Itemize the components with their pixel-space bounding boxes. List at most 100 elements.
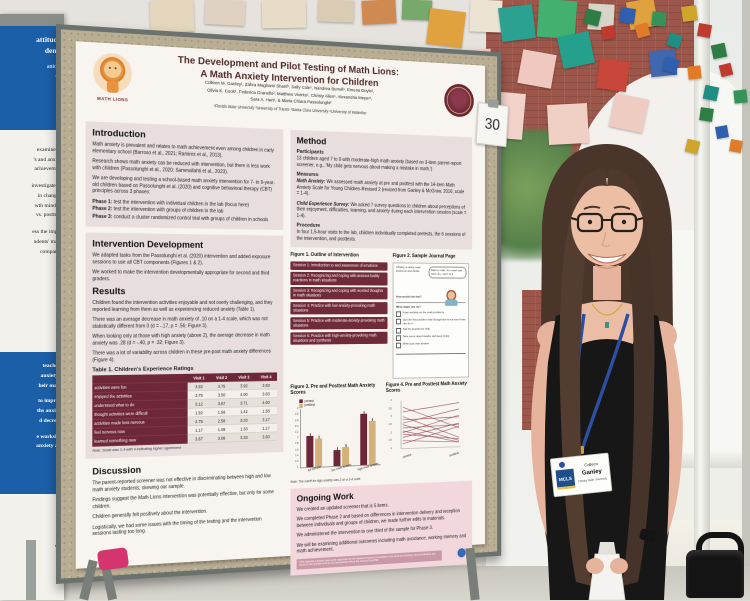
hand <box>610 558 628 574</box>
journal-option: Quit the first problem even though she i… <box>395 317 466 325</box>
column-header: Visit 1 <box>187 373 211 383</box>
fragment-text: wth mindset) <box>34 202 64 209</box>
discussion-section: Discussion The parent-reported screener … <box>86 458 284 544</box>
badge-logo-dot <box>558 461 565 468</box>
face <box>570 168 644 269</box>
paragraph: We worked to make the intervention devel… <box>92 269 270 282</box>
fragment-text: ths anxiety, <box>36 408 64 415</box>
mosaic-square <box>715 125 729 139</box>
necklace-pendant <box>605 322 609 328</box>
journal-option: Write your own answer: <box>395 341 466 349</box>
sticky-note <box>469 0 503 33</box>
introduction-section: Introduction Math anxiety is prevalent a… <box>85 121 284 231</box>
badge-last-name: Ganley <box>582 469 603 477</box>
poster-left-column: Introduction Math anxiety is prevalent a… <box>85 121 284 544</box>
checkbox-icon <box>395 342 402 349</box>
bottle-cap <box>598 542 616 554</box>
paragraph: When looking only at those with high anx… <box>92 332 270 347</box>
smile <box>587 253 627 264</box>
binder-clip-icon <box>487 98 499 109</box>
child-trajectory-line <box>403 432 459 440</box>
neighboring-poster-frame <box>0 14 64 26</box>
figure1: Figure 1. Outline of Intervention Sessio… <box>290 252 388 381</box>
fragment-text: vs. posttest). <box>35 212 64 219</box>
math-lions-logo: MATH LIONS <box>89 52 135 112</box>
legend-swatch <box>299 403 303 408</box>
row-label: learned something new <box>92 434 188 447</box>
checkbox-icon <box>395 335 402 341</box>
figure-caption: Figure 2. Sample Journal Page <box>392 253 456 260</box>
stand-pole <box>26 540 36 600</box>
figure4-svg <box>394 395 467 454</box>
experience-ratings-table: Visit 1 Visit 2 Visit 3 Visit 4 activiti… <box>92 372 278 447</box>
mosaic-square <box>681 5 698 22</box>
figures-row-1: Figure 1. Outline of Intervention Sessio… <box>290 252 472 381</box>
option-text: Write your own answer: <box>402 341 430 346</box>
figure4-yticks: 1 1.5 2 2.5 3 3.5 4 <box>386 397 393 455</box>
paragraph: There was an average decrease in math an… <box>92 316 268 330</box>
y-tick-label: 3 <box>297 407 299 411</box>
fragment-text: es <box>0 130 64 140</box>
y-tick-label: 2.4 <box>295 424 299 428</box>
y-tick-label: 2.8 <box>295 413 299 417</box>
phase-label: Phase 1: <box>92 198 113 205</box>
y-tick-label: 2 <box>297 436 299 440</box>
method-section: Method Participants 13 children aged 7 t… <box>290 129 473 250</box>
smartwatch <box>639 528 657 543</box>
badge-affiliation: Florida State University <box>578 476 608 483</box>
paragraph: Research shows math anxiety can be reduc… <box>92 158 270 175</box>
y-tick-label: 2 <box>390 431 392 434</box>
sticky-note <box>261 0 307 29</box>
paragraph: In four 1.5-hour visits to the lab, chil… <box>296 229 466 243</box>
paragraph: Children found the intervention activiti… <box>92 300 273 313</box>
mosaic-square <box>710 42 728 60</box>
lion-eye <box>108 66 111 69</box>
column-header: Visit 2 <box>210 373 233 383</box>
fragment-text: udents' maths <box>33 239 64 246</box>
eyebrow <box>583 205 601 210</box>
eye <box>621 219 627 225</box>
figure2: Figure 2. Sample Journal Page If Daisy i… <box>392 253 469 379</box>
bar <box>315 438 323 467</box>
option-text: Take some deep breaths and keep trying <box>402 333 450 338</box>
mosaic-square <box>696 22 713 39</box>
session-box: Session 6: Practice with high-anxiety-pr… <box>290 331 388 345</box>
y-tick-label: 2.5 <box>388 423 392 426</box>
girl-illustration-body <box>445 299 458 306</box>
section-heading: Intervention Development <box>92 238 204 251</box>
fragment-text: examine the <box>36 146 64 153</box>
sticky-note <box>425 7 467 49</box>
y-tick-label: 1 <box>297 465 299 469</box>
session-box: Session 2: Recognizing and coping with a… <box>290 271 388 286</box>
option-text: Keep working on the math problems <box>402 310 444 314</box>
checkbox-icon <box>395 327 402 334</box>
cell: 3.67 <box>187 434 211 444</box>
child-trajectory-line <box>403 409 459 423</box>
figure4: Figure 4. Pre and Posttest Math Anxiety … <box>386 381 469 480</box>
write-line <box>395 349 466 355</box>
person: MCLS Colleen Ganley Florida State Univer… <box>531 144 683 600</box>
fragment-text: to improve <box>38 398 64 405</box>
checkbox-icon <box>395 318 402 325</box>
thought-bubble: Math is unfair. No matter how hard I try… <box>428 266 467 279</box>
sticky-note <box>498 4 536 42</box>
figures-row-2: Figure 3. Pre and Posttest Math Anxiety … <box>290 381 472 484</box>
y-tick-label: 3 <box>390 415 392 418</box>
bar <box>333 449 341 466</box>
nose <box>601 231 611 248</box>
session-box: Session 3: Recognizing and coping with w… <box>290 287 388 300</box>
sticky-note <box>401 0 433 21</box>
checkbox-icon <box>395 310 402 317</box>
sticky-note-handwritten <box>517 49 557 89</box>
option-text: Quit the first problem even though she i… <box>402 317 466 325</box>
section-heading: Results <box>92 286 126 298</box>
figure3-bar-group <box>359 414 376 465</box>
hand <box>586 558 604 574</box>
paragraph: We are developing and testing a school-b… <box>92 175 275 196</box>
y-tick-label: 1.2 <box>295 459 299 463</box>
journal-prompt: If Daisy is doing math problems and thin… <box>395 265 421 273</box>
fragment-text: 's and anxiety <box>33 156 64 163</box>
neck <box>593 266 621 300</box>
fragment-text: ess the impact <box>32 229 64 236</box>
bar <box>359 414 367 465</box>
